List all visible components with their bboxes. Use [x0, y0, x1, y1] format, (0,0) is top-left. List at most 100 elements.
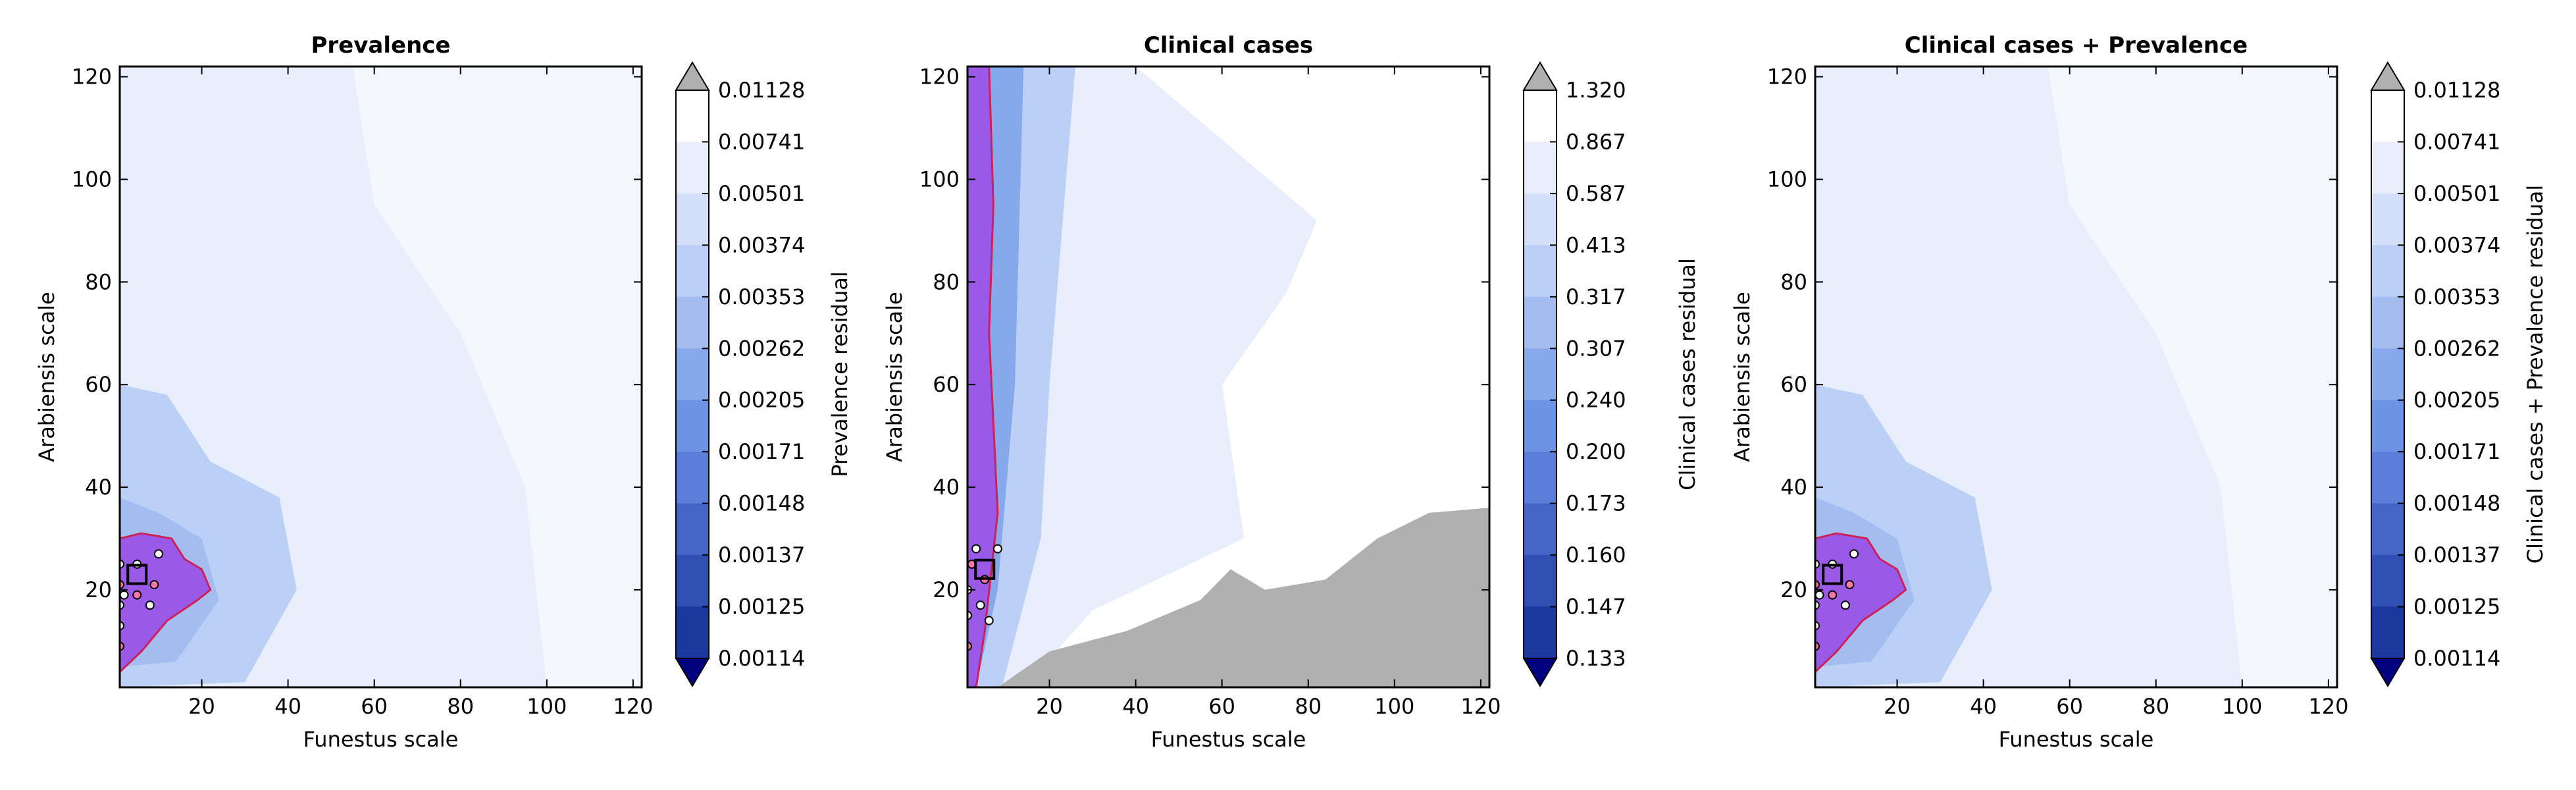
- colorbar-segment: [676, 452, 709, 504]
- colorbar-extend-max: [675, 61, 710, 91]
- y-tick-label: 120: [1767, 65, 1807, 90]
- colorbar-segment: [676, 606, 709, 659]
- colorbar-tick-label: 0.00171: [718, 439, 805, 464]
- colorbar-tick-label: 0.00501: [718, 181, 805, 206]
- colorbar-segment: [1524, 400, 1557, 453]
- colorbar-tick-label: 0.307: [1566, 336, 1626, 361]
- colorbar-label: Clinical cases + Prevalence residual: [2523, 185, 2548, 564]
- best-fit-marker: [126, 564, 148, 585]
- colorbar-tick-label: 0.00205: [2413, 388, 2500, 413]
- colorbar-tick-label: 0.133: [1566, 646, 1626, 671]
- colorbar-segment: [2371, 296, 2404, 350]
- colorbar-tick-label: 0.00374: [718, 232, 805, 257]
- colorbar-tick-label: 0.413: [1566, 232, 1626, 257]
- colorbar-segment: [1524, 142, 1557, 194]
- colorbar-tick-label: 0.867: [1566, 129, 1626, 154]
- colorbar-frame: [675, 90, 709, 659]
- plot-frame: [966, 65, 1491, 689]
- contour-field: [967, 66, 1489, 687]
- colorbar-tick-label: 0.00148: [2413, 491, 2500, 516]
- data-point-marker: [149, 580, 159, 590]
- x-tick-label: 20: [188, 694, 215, 719]
- y-tick-label: 100: [1767, 167, 1807, 192]
- colorbar-tick-label: 0.00353: [2413, 284, 2500, 309]
- colorbar-tick-label: 0.173: [1566, 491, 1626, 516]
- colorbar-tick-label: 0.00137: [718, 542, 805, 567]
- colorbar-tick-label: 0.00125: [718, 594, 805, 619]
- y-tick-label: 120: [919, 65, 960, 90]
- x-tick-label: 100: [527, 694, 567, 719]
- x-tick-label: 100: [2222, 694, 2262, 719]
- y-tick-label: 80: [85, 269, 112, 294]
- colorbar-segment: [1524, 348, 1557, 401]
- colorbar-tick-label: 0.00353: [718, 284, 805, 309]
- colorbar-tick-label: 0.00148: [718, 491, 805, 516]
- y-tick-label: 20: [85, 577, 112, 602]
- best-fit-region: [1815, 532, 1907, 673]
- y-tick-label: 40: [933, 475, 960, 500]
- y-tick-label: 20: [1780, 577, 1807, 602]
- colorbar-label: Prevalence residual: [827, 271, 852, 477]
- colorbar-segment: [1524, 90, 1557, 143]
- colorbar-segment: [2371, 606, 2404, 659]
- colorbar-segment: [1524, 245, 1557, 298]
- data-point-marker: [1849, 549, 1859, 559]
- y-tick-label: 60: [1780, 372, 1807, 397]
- colorbar-segment: [2371, 348, 2404, 401]
- colorbar-tick-label: 0.00374: [2413, 232, 2500, 257]
- data-point-marker: [992, 544, 1002, 554]
- y-tick-label: 60: [85, 372, 112, 397]
- y-tick-label: 120: [72, 65, 112, 90]
- colorbar-segment: [1524, 193, 1557, 246]
- colorbar-frame: [2371, 90, 2405, 659]
- colorbar-segment: [676, 142, 709, 194]
- y-axis-label: Arabiensis scale: [882, 292, 907, 462]
- colorbar-tick-label: 1.320: [1566, 78, 1626, 103]
- contour-level-light: [2048, 66, 2337, 687]
- chart-title: Clinical cases + Prevalence: [1905, 32, 2248, 59]
- data-point-marker: [1845, 580, 1855, 590]
- contour-level-light: [352, 66, 642, 687]
- colorbar-tick-label: 0.00125: [2413, 594, 2500, 619]
- colorbar-segment: [2371, 452, 2404, 504]
- x-tick-label: 120: [613, 694, 653, 719]
- chart-panel-2: 20 40 60 80 100 120 20 40 60 80 100 120 Clinical cas…: [882, 32, 1700, 752]
- colorbar-tick-label: 0.01128: [2413, 78, 2500, 103]
- x-tick-label: 20: [1036, 694, 1063, 719]
- data-point-marker: [145, 600, 155, 610]
- colorbar-extend-min: [2370, 658, 2406, 687]
- x-tick-label: 60: [2056, 694, 2083, 719]
- x-tick-label: 20: [1884, 694, 1911, 719]
- y-tick-label: 40: [1780, 475, 1807, 500]
- colorbar-tick-label: 0.160: [1566, 542, 1626, 567]
- best-fit-region: [120, 532, 212, 673]
- chart-title: Clinical cases: [1144, 32, 1313, 59]
- colorbar-segment: [2371, 503, 2404, 556]
- colorbar-tick-label: 0.01128: [718, 78, 805, 103]
- colorbar-segment: [2371, 245, 2404, 298]
- x-tick-label: 40: [274, 694, 301, 719]
- x-axis-label: Funestus scale: [303, 727, 459, 752]
- contour-field: [1815, 66, 2337, 687]
- x-tick-label: 80: [1295, 694, 1322, 719]
- best-fit-marker: [974, 558, 996, 580]
- x-tick-label: 80: [447, 694, 474, 719]
- colorbar-tick-label: 0.200: [1566, 439, 1626, 464]
- colorbar-frame: [1523, 90, 1557, 659]
- chart-title: Prevalence: [311, 32, 451, 59]
- data-point-marker: [971, 544, 981, 554]
- x-tick-label: 80: [2142, 694, 2169, 719]
- plot-frame: [118, 65, 643, 689]
- y-axis-label: Arabiensis scale: [34, 292, 59, 462]
- colorbar-segment: [676, 245, 709, 298]
- x-axis-label: Funestus scale: [1999, 727, 2154, 752]
- y-tick-label: 80: [933, 269, 960, 294]
- colorbar-extend-min: [1522, 658, 1558, 687]
- colorbar-segment: [676, 400, 709, 453]
- y-tick-label: 60: [933, 372, 960, 397]
- best-fit-marker: [1822, 564, 1843, 585]
- colorbar-tick-label: 0.00741: [2413, 129, 2500, 154]
- colorbar-segment: [676, 90, 709, 143]
- x-tick-label: 120: [1460, 694, 1501, 719]
- colorbar-segment: [676, 503, 709, 556]
